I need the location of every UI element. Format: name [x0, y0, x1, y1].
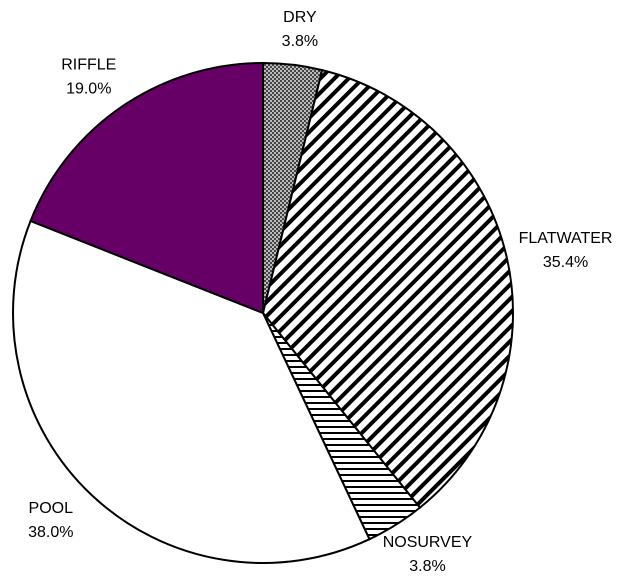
slice-value-label: 19.0% [66, 81, 111, 98]
slice-label: POOL [29, 500, 74, 517]
slice-label: NOSURVEY [383, 534, 473, 551]
slice-label: DRY [283, 9, 317, 26]
slice-label: FLATWATER [519, 230, 613, 247]
slice-value-label: 38.0% [28, 524, 73, 541]
pie-slice [261, 68, 514, 510]
pie-slice [12, 219, 371, 564]
pie-slice [29, 61, 264, 315]
slice-value-label: 35.4% [543, 254, 588, 271]
slice-label: RIFFLE [61, 57, 116, 74]
slice-value-label: 3.8% [409, 558, 445, 575]
slice-value-label: 3.8% [282, 33, 318, 50]
